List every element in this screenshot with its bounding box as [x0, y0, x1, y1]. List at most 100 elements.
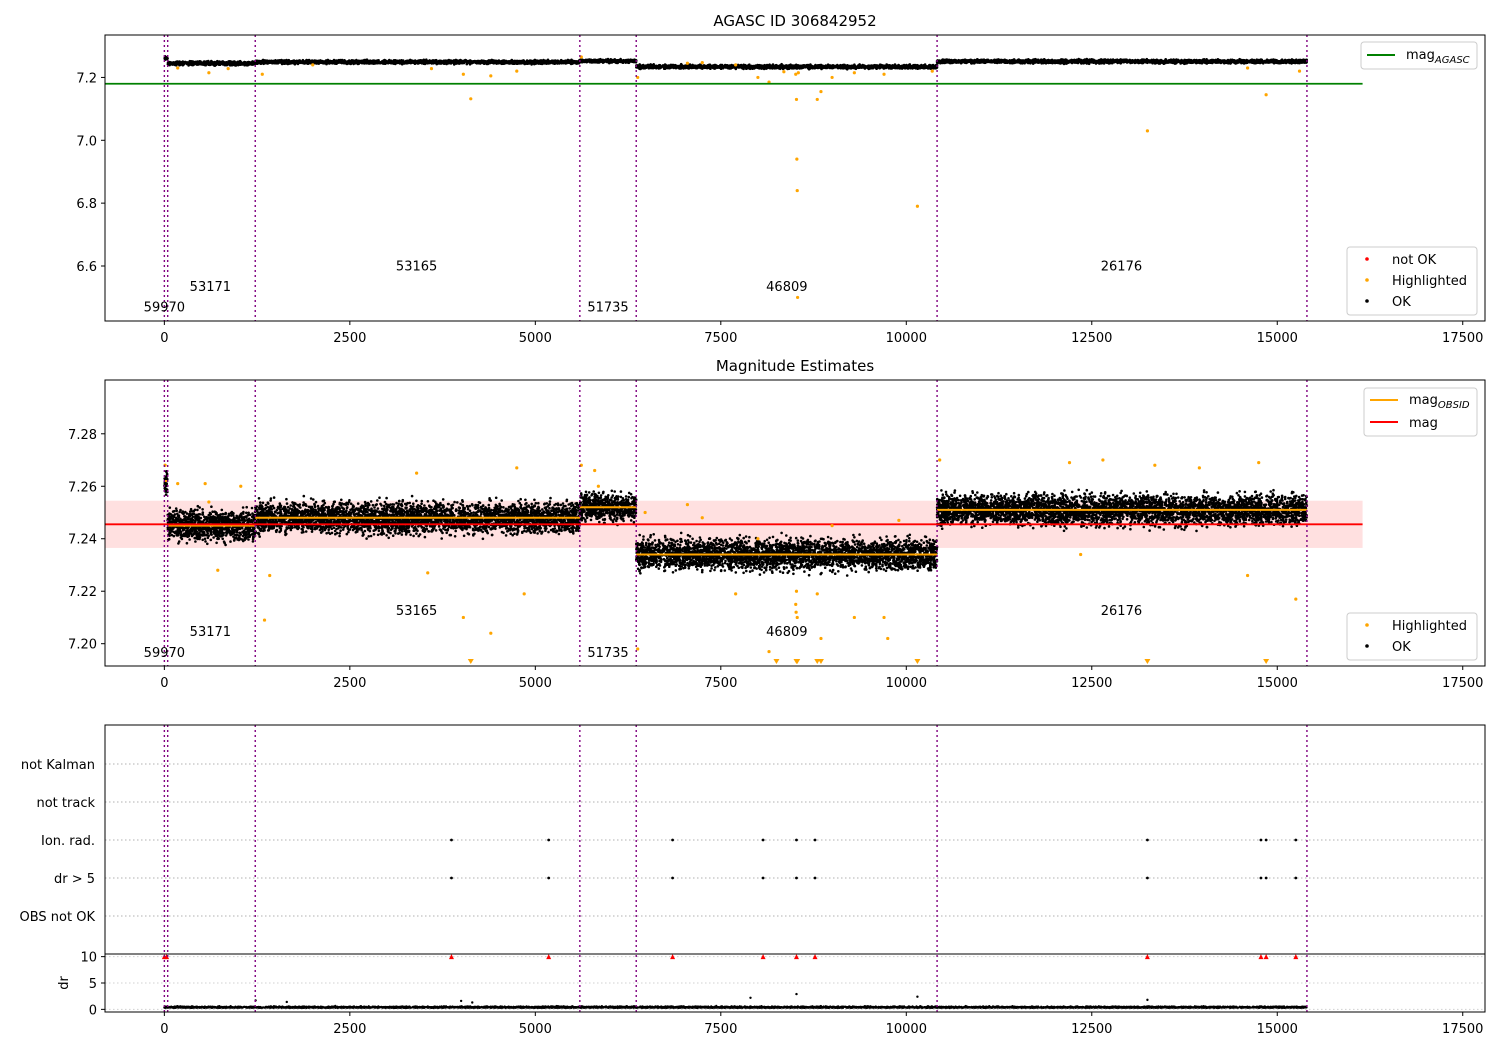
- ok-point: [236, 61, 239, 65]
- ok-point: [818, 63, 821, 67]
- ok-point: [593, 60, 597, 63]
- panel-title: AGASC ID 306842952: [713, 12, 876, 30]
- ok-point: [613, 58, 617, 61]
- ok-point: [521, 61, 524, 64]
- ok-point: [198, 60, 201, 63]
- ok-point: [647, 64, 651, 68]
- ok-point: [861, 63, 864, 67]
- ok-point: [774, 65, 777, 69]
- ok-point: [264, 59, 268, 62]
- ok-point: [395, 60, 398, 64]
- ok-point: [320, 61, 324, 64]
- ok-point: [539, 62, 543, 65]
- ok-point: [506, 60, 510, 64]
- ok-point: [185, 61, 188, 64]
- ok-point: [698, 63, 702, 66]
- ok-point: [219, 62, 223, 65]
- ok-point: [421, 61, 425, 64]
- ok-point: [602, 59, 606, 63]
- ok-point: [299, 61, 302, 65]
- ok-point: [931, 64, 935, 68]
- ok-point: [597, 58, 600, 62]
- ok-point: [571, 62, 574, 65]
- ok-point: [373, 62, 377, 65]
- ok-point: [272, 61, 275, 64]
- ok-point: [171, 63, 175, 66]
- ok-point: [586, 60, 589, 63]
- ok-point: [605, 59, 609, 63]
- ok-point: [864, 66, 867, 70]
- ok-point: [590, 60, 594, 63]
- ok-point: [550, 60, 553, 63]
- ok-point: [364, 58, 367, 62]
- ok-point: [530, 59, 533, 63]
- ok-point: [404, 60, 407, 64]
- ok-point: [684, 65, 687, 68]
- ok-point: [819, 66, 823, 69]
- ok-point: [345, 61, 349, 64]
- ok-point: [387, 60, 391, 64]
- ok-point: [747, 66, 750, 70]
- ok-point: [201, 61, 204, 65]
- ok-point: [754, 66, 757, 69]
- ok-point: [357, 59, 361, 63]
- ok-point: [232, 62, 235, 65]
- ok-point: [385, 61, 388, 65]
- ok-point: [510, 60, 514, 64]
- ok-point: [757, 67, 761, 70]
- ok-point: [713, 66, 716, 70]
- ok-point: [326, 61, 330, 64]
- ok-point: [790, 65, 794, 69]
- ok-point: [459, 61, 462, 65]
- ok-point: [223, 62, 227, 66]
- ok-point: [619, 59, 622, 62]
- ok-point: [164, 57, 168, 60]
- ok-point: [229, 61, 233, 65]
- ok-point: [188, 61, 191, 65]
- ok-point: [650, 65, 653, 68]
- ok-point: [742, 65, 746, 68]
- ok-point: [544, 59, 547, 63]
- ok-point: [334, 61, 337, 64]
- ok-point: [833, 65, 836, 68]
- ok-point: [204, 63, 207, 66]
- ok-point: [499, 61, 502, 65]
- ok-point: [680, 63, 684, 67]
- ok-point: [875, 64, 879, 67]
- ok-point: [678, 66, 681, 70]
- ok-point: [332, 59, 335, 63]
- ok-point: [657, 64, 660, 67]
- ok-point: [851, 65, 855, 68]
- ok-point: [261, 61, 264, 65]
- ok-point: [314, 61, 318, 65]
- agasc-mag-panel: AGASC ID 306842952 599705317153165517354…: [76, 12, 1486, 346]
- ok-point: [925, 65, 929, 69]
- ok-point: [400, 62, 404, 66]
- ok-point: [416, 60, 420, 63]
- ok-point: [288, 60, 291, 64]
- ok-point: [238, 59, 242, 63]
- ok-point: [821, 64, 825, 68]
- ok-point: [305, 60, 309, 64]
- ok-point: [682, 67, 685, 70]
- ok-point: [214, 62, 217, 65]
- ok-point: [675, 66, 678, 70]
- ok-point: [874, 66, 878, 70]
- ok-point: [310, 59, 314, 62]
- ok-point: [674, 63, 677, 67]
- ok-point: [206, 62, 210, 65]
- ok-point: [927, 64, 931, 67]
- ok-point: [566, 60, 570, 63]
- ok-point: [872, 64, 875, 67]
- ok-point: [247, 62, 251, 65]
- ok-point: [530, 62, 534, 65]
- ok-point: [352, 61, 355, 64]
- ok-point: [886, 65, 889, 69]
- ok-point: [663, 67, 666, 70]
- ok-point: [173, 62, 176, 65]
- ok-point: [362, 61, 366, 65]
- ok-point: [488, 59, 491, 62]
- ok-point: [860, 66, 863, 69]
- ok-point: [301, 60, 305, 63]
